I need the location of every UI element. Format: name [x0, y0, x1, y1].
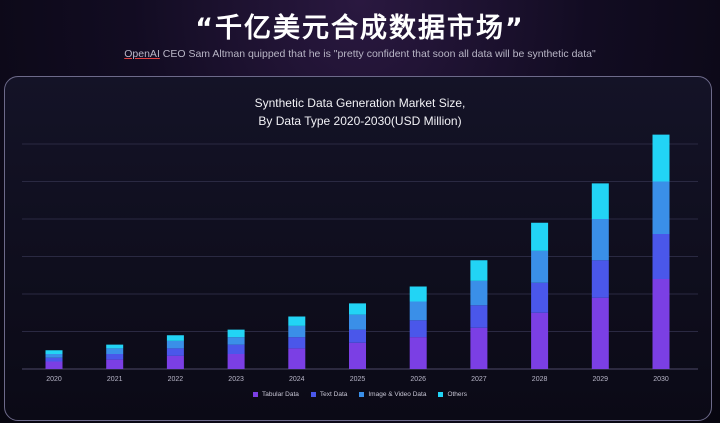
bar-segment[interactable]	[288, 337, 306, 349]
chart-legend: Tabular Data Text Data Image & Video Data O…	[0, 391, 720, 398]
bar-segment[interactable]	[106, 348, 124, 354]
bar-segment[interactable]	[45, 361, 63, 370]
quote-line: OpenAI CEO Sam Altman quipped that he is…	[0, 48, 720, 60]
x-tick-label: 2028	[532, 376, 548, 383]
bar-segment[interactable]	[470, 280, 488, 306]
headline: “千亿美元合成数据市场”	[195, 13, 525, 44]
bar-segment[interactable]	[591, 260, 609, 298]
bar-segment[interactable]	[652, 279, 670, 369]
bar-segment[interactable]	[166, 348, 184, 356]
bar-segment[interactable]	[349, 314, 366, 330]
bar-segment[interactable]	[166, 355, 184, 369]
legend-item[interactable]: Text Data	[310, 391, 348, 398]
bar-segment[interactable]	[106, 359, 124, 369]
bar-segment[interactable]	[470, 327, 488, 369]
legend-swatch	[310, 392, 316, 397]
chart-title: Synthetic Data Generation Market Size, B…	[0, 94, 720, 130]
x-tick-label: 2022	[168, 376, 184, 383]
chart-title-line-2: By Data Type 2020-2030(USD Million)	[258, 114, 462, 128]
x-tick-label: 2020	[46, 376, 62, 383]
bar-segment[interactable]	[591, 297, 609, 369]
bar-segment[interactable]	[106, 354, 124, 360]
bar-segment[interactable]	[227, 354, 245, 369]
legend-item[interactable]: Others	[438, 391, 467, 398]
bar-segment[interactable]	[45, 354, 63, 358]
bar-segment[interactable]	[349, 329, 366, 343]
bar-segment[interactable]	[166, 340, 184, 349]
bar-segment[interactable]	[45, 350, 63, 354]
x-tick-label: 2026	[410, 376, 426, 383]
x-tick-label: 2030	[653, 376, 669, 383]
legend-label: Others	[447, 391, 467, 398]
bar-segment[interactable]	[531, 282, 549, 313]
bar-segment[interactable]	[288, 325, 306, 338]
bar-segment[interactable]	[288, 348, 306, 369]
bar-segment[interactable]	[166, 335, 184, 341]
bar-segment[interactable]	[470, 260, 488, 281]
legend-label: Image & Video Data	[368, 391, 427, 398]
bar-segment[interactable]	[409, 286, 427, 302]
bar-segment[interactable]	[652, 134, 670, 182]
bar-segment[interactable]	[349, 342, 366, 369]
legend-swatch	[359, 392, 365, 397]
bar-segment[interactable]	[409, 320, 427, 338]
bar-segment[interactable]	[227, 329, 245, 338]
legend-label: Text Data	[319, 391, 348, 398]
legend-swatch	[253, 392, 259, 397]
bar-segment[interactable]	[591, 219, 609, 261]
bar-segment[interactable]	[531, 250, 549, 283]
bar-segment[interactable]	[470, 305, 488, 328]
bar-segment[interactable]	[652, 234, 670, 279]
x-tick-label: 2029	[593, 376, 609, 383]
quote-text: CEO Sam Altman quipped that he is "prett…	[159, 48, 596, 60]
bar-segment[interactable]	[531, 312, 549, 369]
bar-segment[interactable]	[227, 337, 245, 345]
bar-segment[interactable]	[531, 222, 549, 251]
bar-segment[interactable]	[45, 357, 63, 362]
legend-swatch	[438, 392, 444, 397]
quote-brand[interactable]: OpenAI	[124, 48, 160, 60]
chart-title-line-1: Synthetic Data Generation Market Size,	[254, 96, 466, 110]
x-tick-label: 2023	[228, 376, 244, 383]
bar-segment[interactable]	[349, 303, 366, 315]
bar-segment[interactable]	[106, 344, 124, 349]
legend-item[interactable]: Image & Video Data	[359, 391, 426, 398]
bar-segment[interactable]	[288, 316, 306, 326]
legend-label: Tabular Data	[262, 391, 299, 398]
x-tick-label: 2025	[350, 376, 366, 383]
legend-item[interactable]: Tabular Data	[253, 391, 299, 398]
bar-segment[interactable]	[409, 337, 427, 369]
x-tick-label: 2027	[471, 376, 487, 383]
x-tick-label: 2021	[107, 376, 123, 383]
x-tick-label: 2024	[289, 376, 305, 383]
bar-segment[interactable]	[591, 183, 609, 219]
bar-segment[interactable]	[652, 181, 670, 235]
bar-segment[interactable]	[409, 301, 427, 321]
bar-segment[interactable]	[227, 344, 245, 354]
